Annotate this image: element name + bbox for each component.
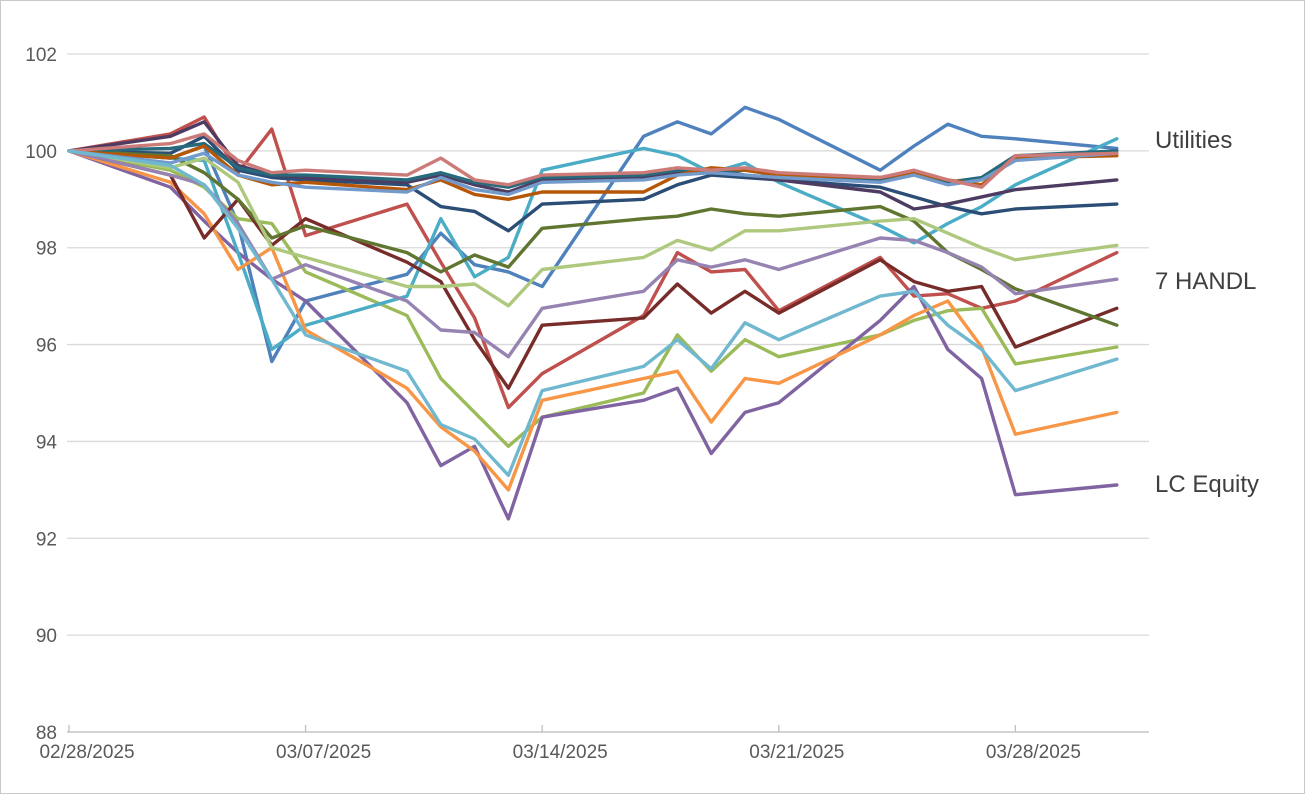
y-tick-label-96: 96 (36, 336, 57, 357)
x-tick-label-03/28/2025: 03/28/2025 (986, 742, 1081, 763)
y-tick-label-100: 100 (25, 142, 57, 163)
x-tick-label-03/07/2025: 03/07/2025 (276, 742, 371, 763)
x-tick-label-03/14/2025: 03/14/2025 (513, 742, 608, 763)
y-tick-label-94: 94 (36, 432, 58, 453)
y-tick-label-88: 88 (36, 723, 57, 744)
series-label-7-handl: 7 HANDL (1155, 267, 1257, 295)
series-line-red (67, 115, 1119, 410)
y-tick-label-92: 92 (36, 529, 57, 550)
series-line-light-cyan (67, 149, 1119, 477)
series-label-utilities: Utilities (1155, 127, 1233, 155)
series-line-blue (67, 105, 1119, 364)
series-line-purple-lc-equity (67, 149, 1119, 521)
y-tick-label-98: 98 (36, 239, 57, 260)
series-label-lc-equity: LC Equity (1155, 471, 1260, 498)
series-line-light-blue (67, 149, 1119, 197)
series-line-cyan-utilities (67, 137, 1119, 352)
series-line-maroon (67, 149, 1119, 390)
series-line-navy (67, 134, 1119, 233)
x-tick-label-03/21/2025: 03/21/2025 (749, 742, 844, 763)
series-line-salmon (67, 132, 1119, 189)
y-tick-label-102: 102 (25, 45, 57, 66)
series-line-lime (67, 149, 1119, 308)
y-tick-label-90: 90 (36, 626, 57, 647)
x-tick-label-02/28/2025: 02/28/2025 (39, 742, 134, 763)
